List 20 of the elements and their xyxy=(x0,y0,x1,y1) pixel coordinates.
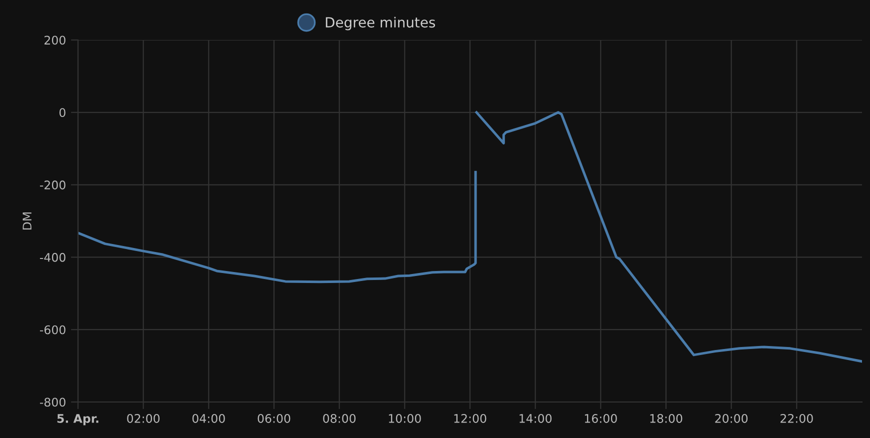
x-tick-label: 06:00 xyxy=(258,414,290,423)
y-tick-label: 0 xyxy=(59,108,66,118)
y-axis-title: DM xyxy=(22,212,32,230)
x-tick-label: 22:00 xyxy=(780,414,813,423)
legend-label: Degree minutes xyxy=(326,16,436,30)
x-tick-label: 12:00 xyxy=(454,414,486,423)
x-tick-label: 02:00 xyxy=(127,414,160,423)
y-tick-label: -400 xyxy=(40,252,66,262)
y-tick-label: -600 xyxy=(40,325,66,334)
x-tick-label: 18:00 xyxy=(650,414,682,423)
x-tick-label: 10:00 xyxy=(388,414,421,423)
x-tick-label: 16:00 xyxy=(584,414,617,423)
x-tick-label: 5. Apr. xyxy=(57,414,98,426)
y-tick-label: -800 xyxy=(40,398,66,407)
x-tick-label: 20:00 xyxy=(715,414,748,423)
x-tick-label: 08:00 xyxy=(323,414,356,423)
y-tick-label: 200 xyxy=(44,36,66,45)
x-tick-label: 14:00 xyxy=(520,414,552,423)
x-tick-label: 04:00 xyxy=(192,414,225,423)
y-tick-label: -200 xyxy=(40,180,66,190)
